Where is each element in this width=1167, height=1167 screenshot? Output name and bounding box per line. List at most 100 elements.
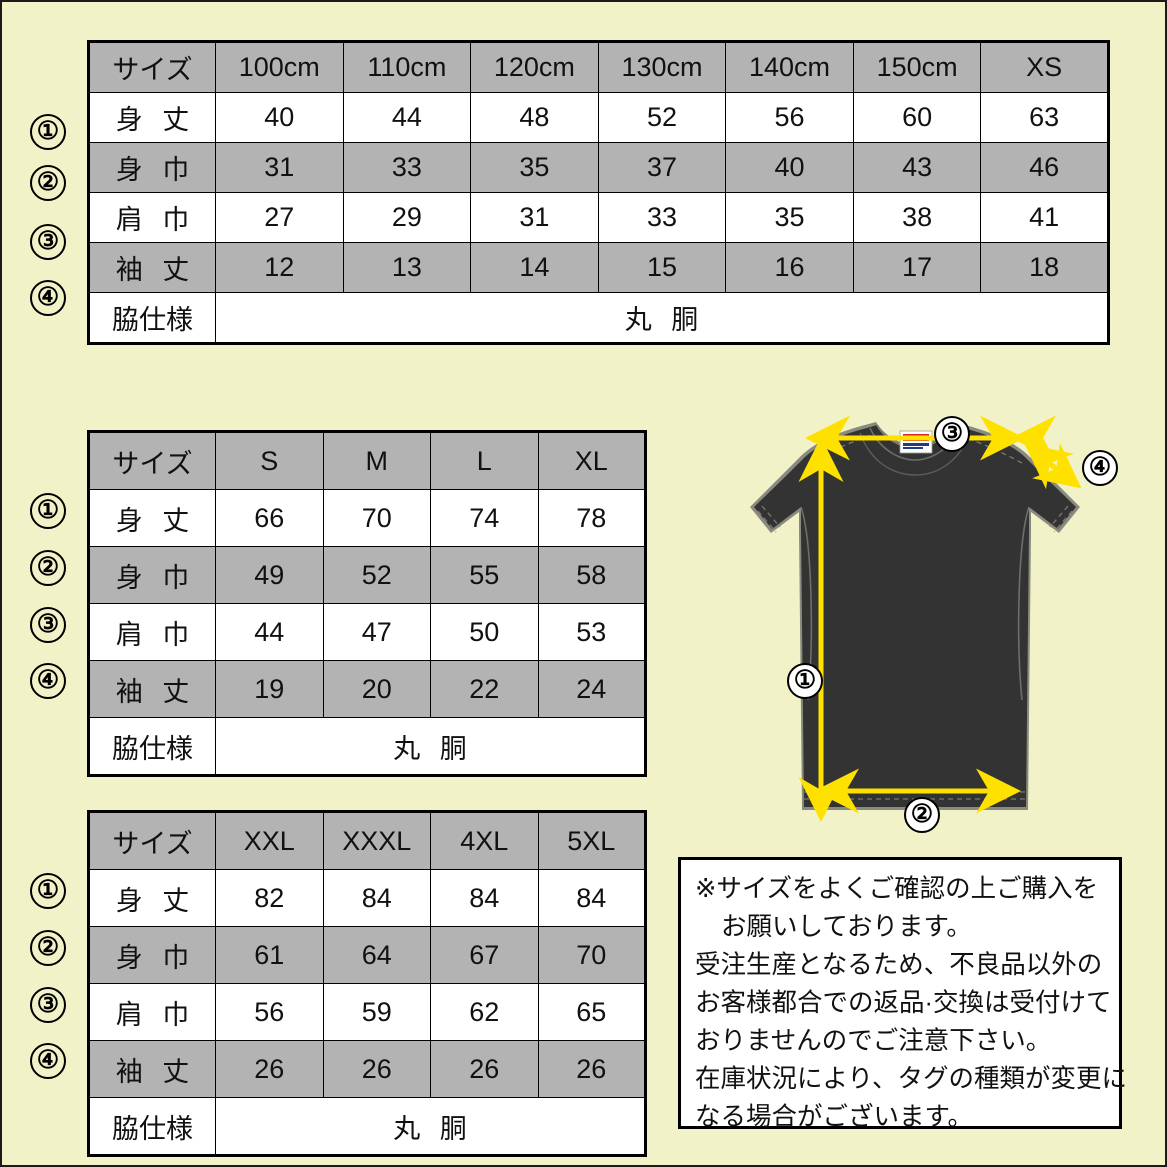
marker-table3-row3: ③ (30, 987, 66, 1023)
table-header-row: サイズ S M L XL (88, 431, 646, 490)
col-header: 4XL (430, 811, 539, 870)
cell: 44 (342, 92, 472, 143)
col-header: 110cm (342, 41, 472, 93)
notice-line: 在庫状況により、タグの種類が変更に (695, 1065, 1127, 1093)
notice-line: ※サイズをよくご確認の上ご購入を (695, 875, 1099, 903)
col-header: 5XL (537, 811, 646, 870)
measure-arrow-sleeve (1024, 442, 1082, 490)
callout-sleeve-length: ④ (1082, 450, 1118, 486)
cell: 33 (597, 192, 727, 243)
cell: 26 (430, 1040, 539, 1098)
row-label: 肩 巾 (88, 603, 216, 661)
cell: 70 (322, 489, 431, 547)
col-header: 140cm (725, 41, 854, 93)
col-header: L (430, 431, 539, 490)
spec-label: 脇仕様 (88, 717, 216, 776)
cell: 84 (430, 869, 539, 927)
table-row: 身 丈 66 70 74 78 (88, 489, 646, 547)
cell: 24 (537, 660, 646, 718)
cell: 62 (430, 983, 539, 1041)
marker-table1-row3: ③ (30, 224, 66, 260)
col-header: XS (980, 41, 1109, 93)
marker-table3-row1: ① (30, 873, 66, 909)
cell: 40 (215, 92, 344, 143)
cell: 50 (430, 603, 539, 661)
cell: 27 (215, 192, 344, 243)
table-spec-row: 脇仕様 丸 胴 (88, 717, 646, 776)
table-spec-row: 脇仕様 丸 胴 (88, 292, 1109, 344)
cell: 15 (597, 242, 727, 293)
cell: 37 (597, 142, 727, 193)
cell: 55 (430, 546, 539, 604)
header-size-label: サイズ (88, 431, 216, 490)
col-header: XXL (215, 811, 324, 870)
cell: 12 (215, 242, 344, 293)
cell: 61 (215, 926, 324, 984)
table-row: 肩 巾 27 29 31 33 35 38 41 (88, 192, 1109, 243)
callout-body-width: ② (904, 797, 940, 833)
cell: 29 (342, 192, 472, 243)
notice-line: おりませんのでご注意下さい。 (695, 1027, 1052, 1055)
table-row: 身 丈 82 84 84 84 (88, 869, 646, 927)
row-label: 身 丈 (88, 869, 216, 927)
purchase-notice-box: ※サイズをよくご確認の上ご購入を お願いしております。 受注生産となるため、不良… (678, 857, 1127, 1131)
cell: 35 (470, 142, 599, 193)
cell: 35 (725, 192, 854, 243)
table-header-row: サイズ XXL XXXL 4XL 5XL (88, 811, 646, 870)
marker-table1-row1: ① (30, 114, 66, 150)
size-table-kids: サイズ 100cm 110cm 120cm 130cm 140cm 150cm … (87, 40, 1110, 345)
col-header: M (322, 431, 431, 490)
row-label: 袖 丈 (88, 1040, 216, 1098)
col-header: 100cm (215, 41, 344, 93)
notice-line: お客様都合での返品·交換は受付けて (695, 989, 1112, 1017)
cell: 38 (852, 192, 982, 243)
col-header: 130cm (597, 41, 727, 93)
cell: 63 (980, 92, 1109, 143)
col-header: 150cm (852, 41, 982, 93)
row-label: 肩 巾 (88, 192, 216, 243)
table-row: 身 巾 31 33 35 37 40 43 46 (88, 142, 1109, 193)
cell: 56 (215, 983, 324, 1041)
purchase-notice-text: ※サイズをよくご確認の上ご購入を お願いしております。 受注生産となるため、不良… (695, 870, 1127, 1136)
cell: 13 (342, 242, 472, 293)
marker-table1-row4: ④ (30, 280, 66, 316)
size-table-adult: サイズ S M L XL 身 丈 66 70 74 78 身 巾 49 52 5… (87, 430, 647, 777)
tshirt-diagram: ③ ④ ① ② (662, 400, 1167, 840)
cell: 31 (215, 142, 344, 193)
marker-table3-row4: ④ (30, 1043, 66, 1079)
spec-value: 丸 胴 (215, 717, 646, 776)
cell: 20 (322, 660, 431, 718)
neck-label-icon (899, 430, 933, 454)
row-label: 袖 丈 (88, 660, 216, 718)
cell: 18 (980, 242, 1109, 293)
marker-table3-row2: ② (30, 930, 66, 966)
spec-label: 脇仕様 (88, 1097, 216, 1156)
cell: 60 (852, 92, 982, 143)
table-row: 身 巾 49 52 55 58 (88, 546, 646, 604)
col-header: 120cm (470, 41, 599, 93)
cell: 52 (597, 92, 727, 143)
tshirt-body-shape (750, 422, 1080, 810)
marker-table1-row2: ② (30, 165, 66, 201)
cell: 59 (322, 983, 431, 1041)
cell: 47 (322, 603, 431, 661)
cell: 53 (537, 603, 646, 661)
cell: 84 (537, 869, 646, 927)
cell: 46 (980, 142, 1109, 193)
table-row: 肩 巾 44 47 50 53 (88, 603, 646, 661)
cell: 26 (322, 1040, 431, 1098)
row-label: 身 巾 (88, 142, 216, 193)
row-label: 身 丈 (88, 489, 216, 547)
cell: 31 (470, 192, 599, 243)
callout-shoulder-width: ③ (934, 416, 970, 452)
callout-body-length: ① (787, 663, 823, 699)
notice-line: お願いしております。 (721, 913, 972, 941)
cell: 78 (537, 489, 646, 547)
marker-table2-row4: ④ (30, 663, 66, 699)
table-row: 身 丈 40 44 48 52 56 60 63 (88, 92, 1109, 143)
row-label: 肩 巾 (88, 983, 216, 1041)
cell: 43 (852, 142, 982, 193)
cell: 44 (215, 603, 324, 661)
header-size-label: サイズ (88, 41, 216, 93)
